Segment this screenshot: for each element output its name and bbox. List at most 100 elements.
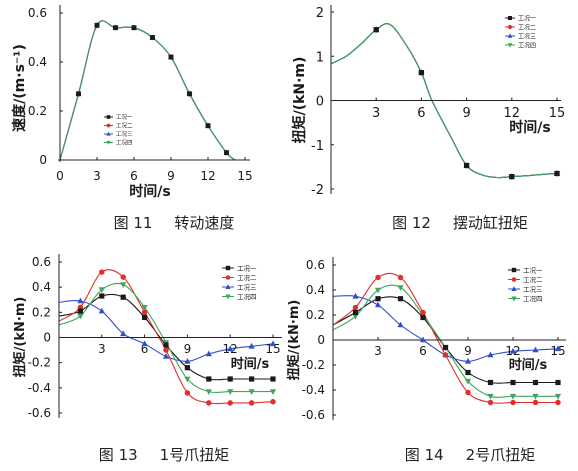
data-point-series-4 [352,313,359,320]
y-tick-label: 0.4 [32,280,51,294]
data-point-series-1 [270,376,276,382]
data-point-series-4 [98,287,105,294]
data-point-series-1 [227,376,233,382]
legend-item-4: 工况四 [104,140,133,147]
legend-label: 工况一 [523,267,543,275]
x-tick-label: 6 [419,344,427,358]
figure-caption: 图 13 1号爪扭矩 [99,446,229,464]
data-point-series-4 [487,393,494,400]
x-axis-title: 时间/s [509,357,548,373]
figure-title: 2号爪扭矩 [466,446,536,464]
data-point-series-2 [206,400,212,406]
data-point-series-1 [442,344,449,351]
data-point-series-4 [120,282,127,288]
legend-item-2: 工况二 [508,276,543,284]
data-point-series-2 [227,400,233,406]
data-point-series-2 [487,399,494,406]
x-tick-label: 6 [141,342,149,356]
legend-item-1: 工况一 [508,267,543,275]
data-point-series-1 [397,296,404,302]
y-tick-label: 0.6 [28,6,47,20]
data-point-series-2 [420,309,426,316]
data-point-series-2 [532,399,539,406]
x-tick-label: 6 [130,169,138,183]
legend-label: 工况二 [237,274,257,282]
legend-label: 工况一 [116,114,133,121]
x-tick-label: 9 [464,344,472,358]
figure-caption: 图 11 转动速度 [114,214,235,232]
legend-marker [106,123,111,128]
y-tick-label: 0.2 [32,305,51,319]
x-tick-label: 3 [93,169,101,183]
legend-item-4: 工况四 [505,42,536,49]
data-point-series-1 [464,162,470,169]
data-point-series-4 [269,389,277,395]
legend-label: 工况二 [116,123,133,130]
legend-label: 工况二 [518,24,536,31]
data-point-series-1 [487,379,494,386]
y-tick-label: 0.2 [306,308,325,322]
data-point-series-3 [554,345,562,352]
data-point-series-4 [464,378,472,385]
data-point-series-1 [249,376,255,382]
data-point-series-2 [120,274,126,280]
data-point-series-2 [555,399,561,406]
x-tick-label: 15 [549,106,566,121]
series-lines [59,20,236,161]
data-point-series-2 [99,269,105,275]
y-tick-label: 0 [39,153,47,167]
data-point-series-1 [120,294,126,300]
data-point-series-1 [187,91,192,97]
data-point-series-2 [397,274,404,281]
data-point-series-1 [224,150,229,156]
data-point-series-2 [510,399,516,406]
series-line-4 [59,20,236,161]
data-point-series-1 [94,22,100,28]
y-tick-label: 0.6 [306,258,325,272]
legend-marker [507,43,513,48]
legend-item-3: 工况三 [505,33,536,40]
legend-item-2: 工况二 [505,24,536,31]
data-point-series-4 [227,389,234,395]
x-tick-label: 3 [372,106,380,121]
series-line-4 [330,23,558,179]
legend-marker [507,33,513,38]
data-point-series-3 [227,345,234,352]
x-tick-label: 12 [200,169,215,183]
x-tick-label: 9 [167,169,175,183]
data-point-series-4 [205,389,212,395]
data-point-series-2 [375,274,381,281]
data-point-series-1 [352,309,359,316]
data-point-series-1 [554,170,560,177]
data-point-series-3 [98,307,105,314]
series-markers [75,22,230,156]
legend-item-1: 工况一 [505,15,536,22]
y-axis-title: 扭矩/(kN·m) [286,300,302,381]
data-point-series-1 [113,25,118,31]
series-markers [352,274,562,406]
data-point-series-1 [142,314,148,320]
data-point-series-3 [352,292,359,299]
series-markers [373,26,561,180]
legend-label: 工况三 [523,286,543,294]
y-tick-label: 1 [316,50,324,65]
legend-marker [511,277,517,282]
y-tick-label: 0.2 [28,104,47,118]
legend-label: 工况四 [518,42,536,49]
legend-marker [508,16,512,20]
legend-marker [225,294,231,300]
data-point-series-4 [532,393,539,400]
legend-marker [106,140,111,145]
data-point-series-3 [464,357,472,364]
y-tick-label: 0 [43,331,51,345]
data-point-series-2 [184,390,191,396]
data-point-series-1 [555,379,561,386]
data-point-series-3 [419,336,427,343]
data-point-series-2 [141,309,148,316]
y-tick-label: -0.2 [302,358,325,372]
y-tick-label: -2 [311,183,324,198]
x-tick-label: 3 [98,342,106,356]
